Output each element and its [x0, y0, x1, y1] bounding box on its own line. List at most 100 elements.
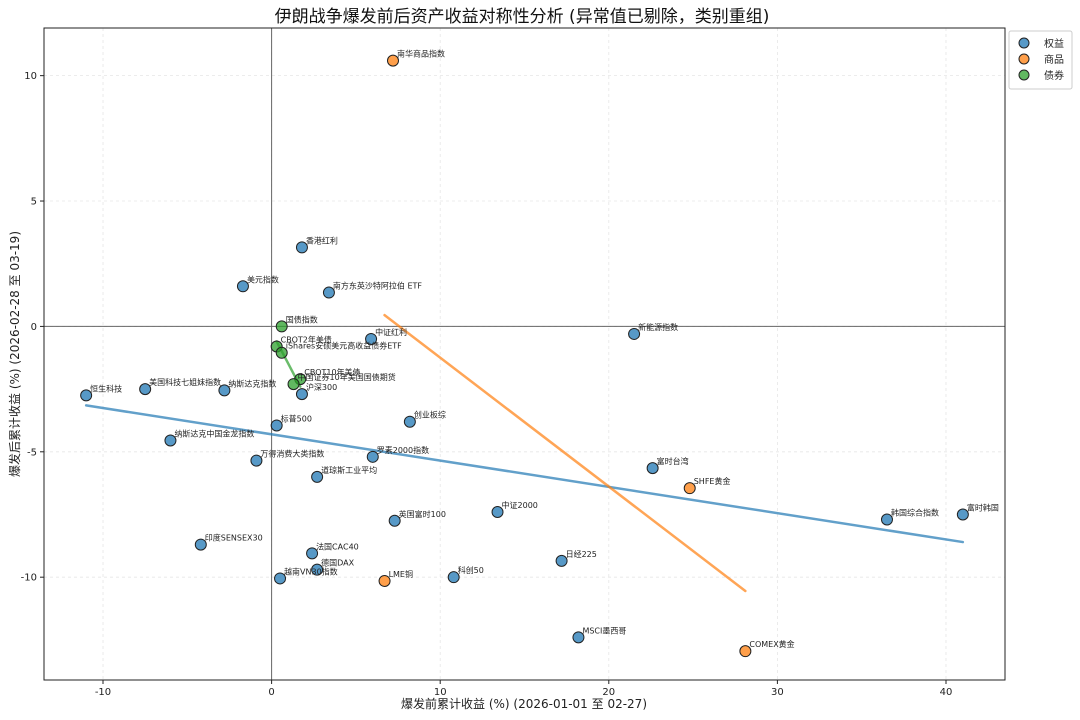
x-axis-ticks: -10 0 10 20 30 40	[95, 680, 953, 698]
x-tick-label: 10	[434, 687, 447, 698]
data-point	[683, 482, 696, 495]
point-label: 国债指数	[286, 314, 318, 324]
legend-label: 债券	[1044, 69, 1064, 82]
point-label: 中国证券10年美国国债期货	[298, 372, 396, 382]
plot-area-frame	[43, 27, 1006, 681]
zero-reference-lines	[44, 28, 1005, 680]
data-point	[572, 631, 585, 644]
trendline	[383, 313, 747, 593]
legend-label: 商品	[1044, 53, 1064, 66]
point-label: 南方东英沙特阿拉伯 ETF	[333, 281, 422, 291]
point-label: 富时韩国	[967, 502, 999, 512]
data-point	[80, 389, 93, 402]
x-tick-label: -10	[95, 687, 111, 698]
point-label: CBOT10年美债	[304, 367, 360, 377]
point-label: iShares安硕美元高收益债券ETF	[286, 341, 402, 351]
point-label: 新能源指数	[638, 322, 678, 332]
data-point	[275, 320, 288, 333]
data-point	[956, 508, 969, 521]
point-label: 印度SENSEX30	[205, 533, 263, 543]
y-tick-label: 10	[24, 71, 37, 82]
point-label: 南华商品指数	[397, 49, 445, 59]
data-point	[275, 346, 288, 359]
data-point	[287, 378, 300, 391]
point-label: 日经225	[566, 549, 597, 559]
data-point	[311, 470, 324, 483]
point-label: 德国DAX	[321, 558, 354, 568]
point-label: 万得消费大类指数	[260, 449, 324, 459]
data-point	[236, 280, 249, 293]
point-label: LME铜	[389, 569, 413, 579]
x-tick-label: 40	[940, 687, 953, 698]
data-point	[388, 514, 401, 527]
y-axis-ticks: -10 -5 0 5 10	[21, 71, 44, 584]
data-point	[739, 645, 752, 658]
data-point	[218, 384, 231, 397]
data-point	[491, 505, 504, 518]
x-tick-label: 30	[771, 687, 784, 698]
data-point	[365, 332, 378, 345]
chart-title: 伊朗战争爆发前后资产收益对称性分析 (异常值已剔除，类别重组)	[275, 7, 770, 27]
data-point	[555, 554, 568, 567]
point-label: 纳斯达克中国金龙指数	[174, 429, 254, 439]
point-label: 沪深300	[306, 382, 337, 392]
legend-marker	[1018, 69, 1030, 81]
data-point	[447, 571, 460, 584]
point-label: 纳斯达克指数	[228, 378, 276, 388]
data-point	[194, 538, 207, 551]
point-label: MSCI墨西哥	[582, 626, 626, 635]
x-tick-label: 0	[268, 687, 274, 698]
data-points	[80, 54, 969, 658]
x-axis-label: 爆发前累计收益 (%) (2026-01-01 至 02-27)	[401, 696, 647, 711]
data-point	[628, 327, 641, 340]
legend-marker	[1018, 53, 1030, 65]
y-tick-label: -5	[27, 447, 37, 458]
point-label: 美国科技七姐妹指数	[149, 377, 221, 387]
point-label: 科创50	[458, 565, 484, 575]
data-point	[306, 547, 319, 560]
point-label: 越南VN30指数	[284, 566, 338, 576]
data-point	[880, 513, 893, 526]
point-label: 法国CAC40	[316, 541, 359, 551]
point-label: 中证红利	[375, 327, 407, 337]
point-label: 英国富时100	[399, 509, 446, 519]
data-point	[139, 383, 152, 396]
y-tick-label: 0	[31, 322, 37, 333]
data-point	[378, 574, 391, 587]
trendline	[84, 404, 965, 544]
point-label: 美元指数	[247, 274, 279, 284]
data-point	[366, 450, 379, 463]
data-point	[403, 415, 416, 428]
point-label: 韩国综合指数	[891, 508, 939, 518]
point-label: 道琼斯工业平均	[321, 465, 377, 475]
data-point	[386, 54, 399, 67]
y-tick-label: 5	[31, 197, 37, 208]
data-point	[311, 563, 324, 576]
point-label: 创业板综	[414, 410, 446, 420]
point-label: CBOT2年美债	[281, 334, 332, 344]
y-tick-label: -10	[21, 573, 37, 584]
x-tick-label: 20	[602, 687, 615, 698]
grid	[44, 28, 1005, 680]
trendlines	[84, 313, 965, 593]
legend-marker	[1018, 37, 1030, 49]
data-point	[270, 419, 283, 432]
data-point	[164, 434, 177, 447]
point-label: 中证2000	[502, 500, 538, 510]
legend-label: 权益	[1044, 37, 1064, 50]
point-label: 罗素2000指数	[377, 445, 429, 455]
data-point	[646, 462, 659, 475]
y-axis-label: 爆发后累计收益 (%) (2026-02-28 至 03-19)	[7, 231, 22, 477]
point-label: 标普500	[281, 413, 312, 423]
point-label: 富时台湾	[657, 456, 689, 466]
point-label: 恒生科技	[90, 383, 122, 393]
data-point	[322, 286, 335, 299]
point-label: 香港红利	[306, 235, 338, 245]
point-label: SHFE黄金	[694, 476, 731, 486]
data-point	[295, 241, 308, 254]
data-point	[274, 572, 287, 585]
data-point	[295, 388, 308, 401]
